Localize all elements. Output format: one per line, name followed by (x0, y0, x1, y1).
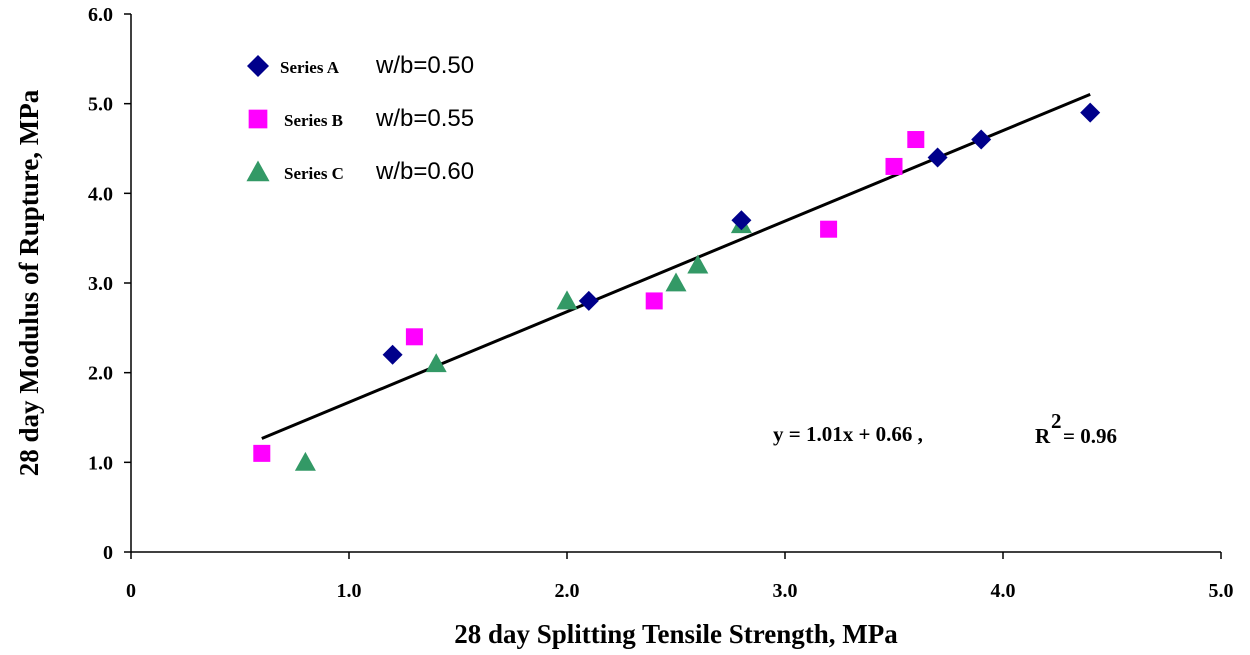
y-axis-title: 28 day Modulus of Rupture, MPa (14, 89, 44, 476)
x-tick-label: 4.0 (991, 580, 1016, 602)
r-squared-label: R (1035, 424, 1051, 448)
trendline (261, 92, 1091, 440)
x-tick-label: 3.0 (773, 580, 798, 602)
y-tick-label: 4.0 (88, 183, 113, 205)
data-point-square (907, 131, 925, 149)
data-point-square (253, 444, 271, 462)
data-point-diamond (578, 290, 599, 311)
data-point-square (885, 157, 903, 175)
data-point-triangle (425, 353, 447, 373)
y-tick-label: 3.0 (88, 273, 113, 295)
y-tick-label: 5.0 (88, 94, 113, 116)
x-axis-title: 28 day Splitting Tensile Strength, MPa (454, 619, 898, 649)
regression-equation: y = 1.01x + 0.66 , (773, 422, 923, 446)
data-points (253, 102, 1101, 471)
legend-marker-triangle (246, 160, 270, 182)
data-point-diamond (1080, 102, 1101, 123)
data-point-diamond (927, 147, 948, 168)
x-tick-label: 5.0 (1209, 580, 1234, 602)
regression-annotation: y = 1.01x + 0.66 , R 2 = 0.96 (773, 409, 1117, 448)
data-point-square (820, 220, 838, 238)
legend-series-wb: w/b=0.55 (375, 105, 474, 132)
data-point-diamond (731, 210, 752, 231)
y-tick-label: 1.0 (88, 452, 113, 474)
data-point-square (405, 328, 423, 346)
legend-series-name: Series B (284, 111, 343, 130)
legend-marker-square (248, 109, 268, 129)
x-tick-label: 0 (126, 580, 136, 602)
legend-series-name: Series C (284, 164, 344, 183)
data-point-diamond (971, 129, 992, 150)
legend-series-wb: w/b=0.60 (375, 158, 474, 185)
data-point-triangle (294, 451, 316, 471)
ticks: 0 1.0 2.0 3.0 4.0 5.0 0 1.0 2.0 3.0 4.0 5.0 6.0 (88, 4, 1234, 602)
legend: Series A w/b=0.50 Series B w/b=0.55 Series C… (246, 52, 474, 185)
x-tick-label: 1.0 (337, 580, 362, 602)
y-tick-label: 6.0 (88, 4, 113, 26)
legend-series-name: Series A (280, 58, 340, 77)
legend-marker-diamond (247, 55, 269, 77)
y-tick-label: 0 (103, 542, 113, 564)
data-point-diamond (382, 344, 403, 365)
data-point-square (645, 292, 663, 310)
legend-series-wb: w/b=0.50 (375, 52, 474, 79)
x-tick-label: 2.0 (555, 580, 580, 602)
data-point-triangle (556, 290, 578, 310)
trendline-group (261, 92, 1091, 440)
r-squared-value: = 0.96 (1063, 424, 1117, 448)
data-point-triangle (665, 272, 687, 292)
data-point-triangle (687, 254, 709, 274)
y-tick-label: 2.0 (88, 363, 113, 385)
r-squared-exponent: 2 (1051, 409, 1062, 433)
